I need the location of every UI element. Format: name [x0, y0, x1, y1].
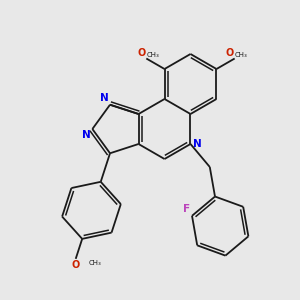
Text: CH₃: CH₃ — [146, 52, 159, 58]
Text: O: O — [72, 260, 80, 270]
Text: N: N — [82, 130, 91, 140]
Text: N: N — [100, 93, 109, 103]
Text: CH₃: CH₃ — [235, 52, 248, 58]
Text: F: F — [183, 204, 190, 214]
Text: CH₃: CH₃ — [88, 260, 101, 266]
Text: O: O — [137, 48, 146, 58]
Text: O: O — [226, 48, 234, 58]
Text: N: N — [194, 139, 202, 149]
